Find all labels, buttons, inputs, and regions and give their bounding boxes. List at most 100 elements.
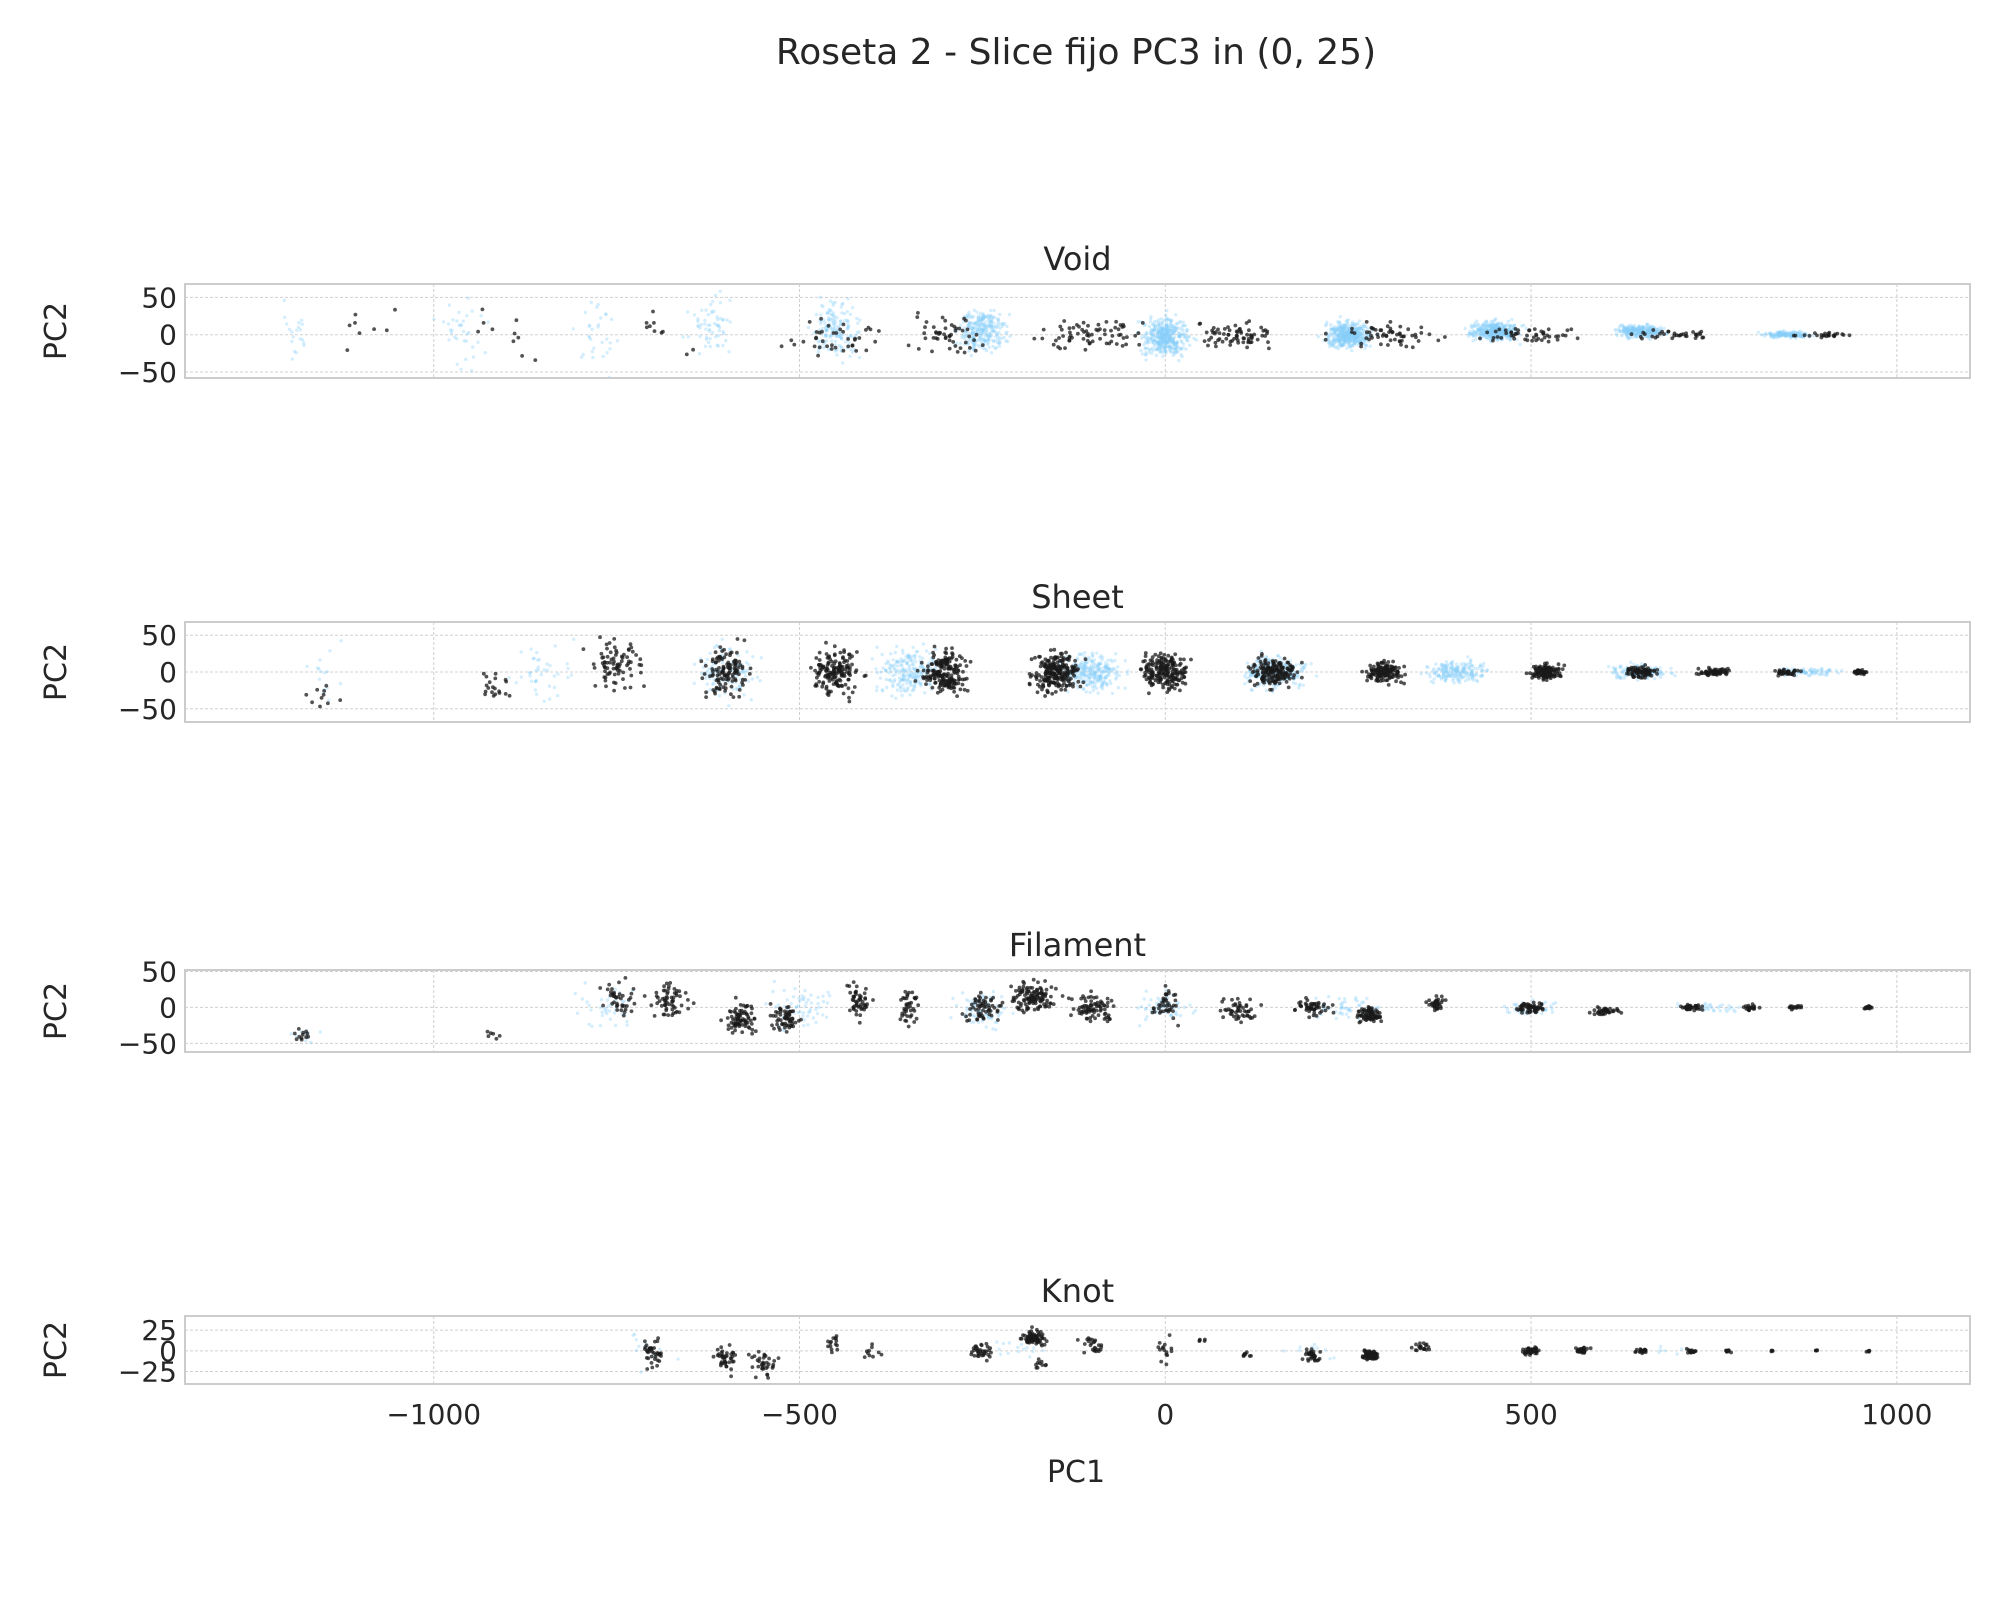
all-point <box>1634 335 1638 339</box>
all-point <box>296 325 301 329</box>
all-point <box>1162 328 1167 332</box>
all-point <box>1496 331 1500 336</box>
all-point <box>1171 339 1176 343</box>
all-point <box>1490 327 1494 332</box>
all-point <box>1333 330 1337 334</box>
class-point <box>820 339 825 344</box>
all-point <box>1162 326 1167 330</box>
all-point <box>1364 343 1368 347</box>
class-point <box>930 669 935 673</box>
all-point <box>1495 322 1500 327</box>
all-point <box>1654 331 1659 335</box>
all-point <box>1335 327 1339 331</box>
all-point <box>1475 319 1479 323</box>
all-point <box>1168 329 1172 333</box>
all-point <box>1095 678 1099 682</box>
all-point <box>1149 347 1153 352</box>
all-point <box>979 317 983 321</box>
all-point <box>1177 334 1181 339</box>
class-point <box>1052 661 1057 666</box>
all-point <box>1352 336 1356 340</box>
class-point <box>691 347 695 352</box>
all-point <box>717 694 722 698</box>
all-point <box>534 668 538 673</box>
all-point <box>1170 328 1175 333</box>
all-point <box>1166 318 1170 322</box>
all-point <box>1780 332 1785 337</box>
all-point <box>1479 326 1483 330</box>
all-point <box>604 312 608 316</box>
class-point <box>1041 682 1045 687</box>
all-point <box>536 665 540 669</box>
all-point <box>315 666 320 670</box>
all-point <box>718 316 723 321</box>
all-point <box>1183 324 1188 328</box>
all-point <box>1158 346 1162 350</box>
all-point <box>471 345 475 349</box>
all-point <box>1164 339 1169 344</box>
all-point <box>1084 690 1088 694</box>
all-point <box>991 328 995 332</box>
all-point <box>998 341 1002 345</box>
all-point <box>705 657 709 662</box>
all-point <box>1342 338 1346 342</box>
all-point <box>828 335 832 339</box>
all-point <box>1346 330 1350 335</box>
all-point <box>1341 331 1345 336</box>
all-point <box>1168 333 1173 338</box>
all-point <box>1482 332 1486 336</box>
all-point <box>1619 323 1623 328</box>
all-point <box>1618 328 1623 333</box>
all-point <box>1487 324 1492 328</box>
all-point <box>1159 330 1163 334</box>
all-point <box>991 344 995 349</box>
all-point <box>1359 338 1364 343</box>
all-point <box>892 679 896 683</box>
all-point <box>1643 327 1647 331</box>
all-point <box>1356 343 1360 347</box>
all-point <box>1501 326 1505 331</box>
all-point <box>1150 334 1154 338</box>
class-point <box>493 676 498 681</box>
all-point <box>535 650 539 655</box>
all-point <box>727 647 731 652</box>
all-point <box>841 361 845 365</box>
all-point <box>1342 326 1347 331</box>
all-point <box>1640 324 1644 328</box>
all-point <box>976 319 980 323</box>
all-point <box>1346 338 1350 343</box>
class-point <box>493 686 497 691</box>
all-point <box>1095 665 1099 670</box>
class-point <box>817 345 822 350</box>
all-point <box>1356 337 1360 341</box>
all-point <box>1164 351 1168 356</box>
all-point <box>1102 669 1106 674</box>
all-point <box>982 338 987 343</box>
all-point <box>1165 344 1170 348</box>
all-point <box>818 321 823 326</box>
all-point <box>1159 337 1164 341</box>
all-point <box>1647 328 1652 333</box>
all-point <box>552 685 557 690</box>
all-point <box>1467 332 1471 336</box>
all-point <box>975 338 979 342</box>
all-point <box>580 355 584 359</box>
all-point <box>1146 335 1150 340</box>
all-point <box>446 322 451 326</box>
class-point <box>609 657 614 662</box>
all-point <box>1163 340 1167 344</box>
class-point <box>824 640 828 645</box>
all-point <box>901 666 905 671</box>
all-point <box>962 326 967 330</box>
all-point <box>1176 334 1181 339</box>
all-point <box>895 644 899 649</box>
all-point <box>1488 334 1492 338</box>
all-point <box>1243 682 1247 686</box>
class-point <box>1393 337 1397 342</box>
class-point <box>1662 332 1666 336</box>
all-point <box>976 316 980 320</box>
all-point <box>911 666 915 671</box>
all-point <box>1336 333 1341 338</box>
all-point <box>1166 317 1170 321</box>
